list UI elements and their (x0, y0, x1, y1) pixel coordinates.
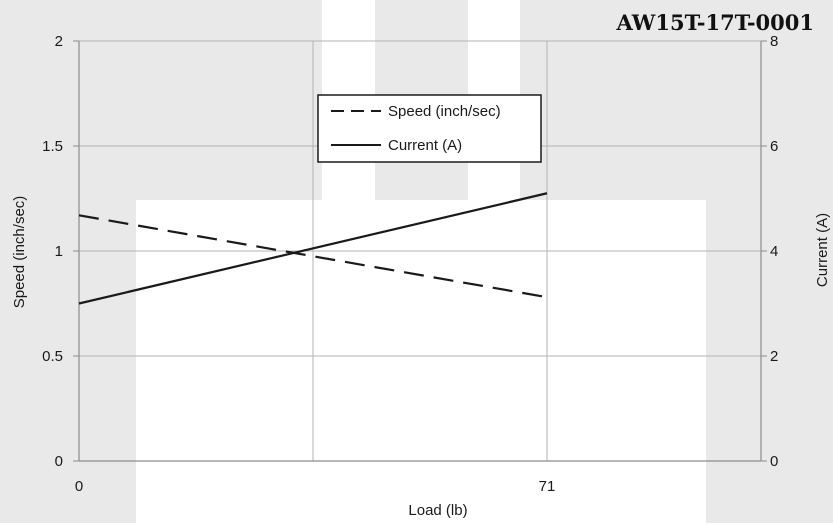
x-axis-title: Load (lb) (408, 502, 467, 519)
x-tick-label: 0 (75, 478, 83, 495)
series-line-current (78, 192, 548, 305)
series-group (78, 192, 548, 305)
legend-box (317, 94, 542, 163)
y2-tick-label: 8 (770, 33, 778, 50)
y-tick-label: 0.5 (42, 348, 63, 365)
y2-tick-label: 6 (770, 138, 778, 155)
y2-tick-label: 0 (770, 453, 778, 470)
y-tick-label: 0 (55, 453, 63, 470)
y-axis-title: Speed (inch/sec) (11, 196, 28, 309)
y-tick-label: 2 (55, 33, 63, 50)
y-tick-label: 1.5 (42, 138, 63, 155)
legend-label-speed: Speed (inch/sec) (388, 103, 501, 120)
y2-tick-label: 4 (770, 243, 778, 260)
legend: Speed (inch/sec) Current (A) (317, 94, 542, 163)
series-line-speed (78, 214, 548, 299)
axes: 0 0.5 1 1.5 2 0 2 4 6 8 0 71 (42, 33, 778, 495)
y-tick-label: 1 (55, 243, 63, 260)
legend-label-current: Current (A) (388, 137, 462, 154)
chart-title: AW15T-17T-0001 (616, 10, 814, 35)
x-tick-label: 71 (539, 478, 556, 495)
y2-tick-label: 2 (770, 348, 778, 365)
y2-axis-title: Current (A) (814, 213, 831, 287)
